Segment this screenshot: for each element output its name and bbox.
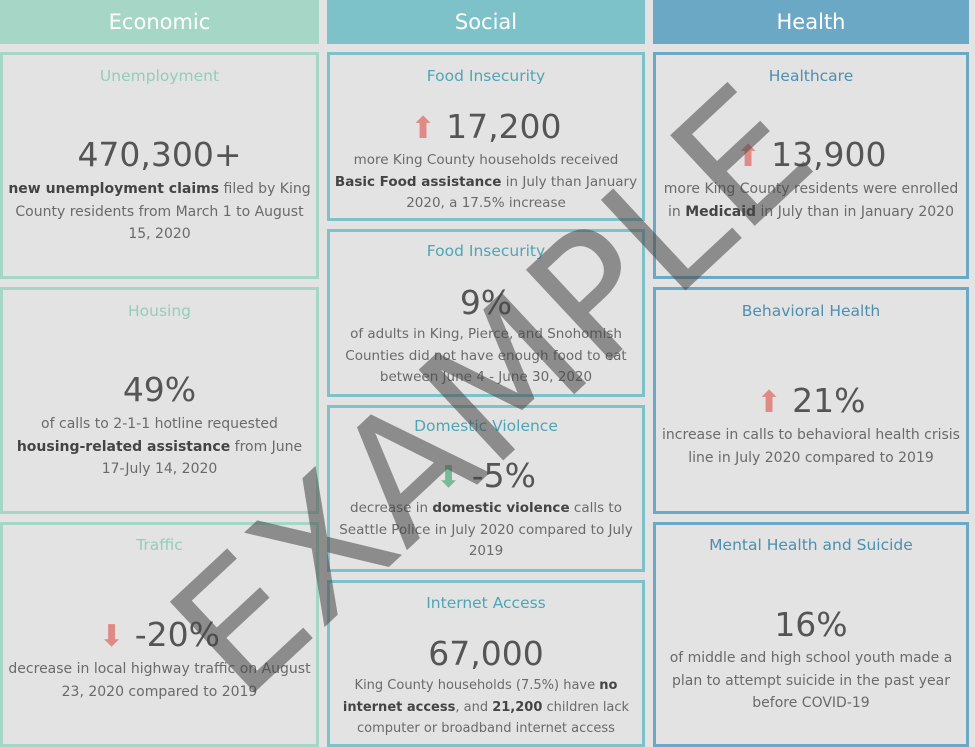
card-behavioral-health: Behavioral Health ⬆ 21% increase in call…: [653, 287, 969, 514]
card-value: 9%: [459, 283, 513, 322]
desc-emphasis: no internet access: [342, 678, 618, 715]
down-arrow-icon: ⬇: [99, 619, 125, 654]
card-value: 21%: [792, 381, 866, 420]
card-title: Food Insecurity: [426, 67, 546, 85]
card-title: Mental Health and Suicide: [709, 536, 913, 554]
card-value: 16%: [774, 605, 848, 644]
desc-text: children lack computer or broadband inte…: [357, 699, 630, 737]
card-traffic: Traffic ⬇ -20% decrease in local highway…: [0, 522, 319, 747]
card-value: 67,000: [428, 634, 544, 673]
card-food-insecurity-1: Food Insecurity ⬆ 17,200 more King Count…: [327, 52, 645, 221]
card-domestic-violence: Domestic Violence ⬇ -5% decrease in dome…: [327, 405, 645, 572]
desc-emphasis: new unemployment claims: [8, 181, 220, 197]
card-title: Behavioral Health: [741, 302, 881, 320]
card-title: Internet Access: [426, 594, 546, 612]
desc-emphasis: housing-related assistance: [16, 438, 231, 455]
desc-text: filed by King County residents from Marc…: [15, 181, 311, 242]
card-mental-health: Mental Health and Suicide 16% of middle …: [653, 522, 969, 747]
card-description: increase in calls to behavioral health c…: [662, 427, 960, 466]
card-title: Housing: [127, 302, 191, 320]
desc-text: decrease in: [350, 500, 433, 516]
card-food-insecurity-2: Food Insecurity 9% of adults in King, Pi…: [327, 229, 645, 397]
card-description: of calls to 2-1-1 hotline requested hous…: [7, 413, 312, 481]
desc-text: calls to Seattle Police in July 2020 com…: [339, 500, 633, 559]
card-internet-access: Internet Access 67,000 King County house…: [327, 580, 645, 747]
card-value: -5%: [471, 456, 536, 495]
card-description: more King County residents were enrolled…: [660, 178, 962, 223]
card-description: of middle and high school youth made a p…: [669, 650, 953, 711]
card-unemployment: Unemployment 470,300+ new unemployment c…: [0, 52, 319, 279]
card-value: 13,900: [771, 135, 887, 174]
desc-text: of calls to 2-1-1 hotline requested: [41, 416, 278, 432]
header-social: Social: [327, 0, 645, 44]
card-description: more King County households received Bas…: [334, 150, 638, 215]
desc-text: in July than January 2020, a 17.5% incre…: [406, 173, 638, 212]
header-economic: Economic: [0, 0, 319, 44]
desc-emphasis: domestic violence: [432, 500, 570, 516]
card-title: Healthcare: [768, 67, 854, 85]
card-value-row: ⬆ 21%: [656, 381, 966, 423]
card-value-row: ⬇ -5%: [330, 456, 642, 498]
desc-text: from June 17-July 14, 2020: [101, 438, 303, 478]
card-description: decrease in domestic violence calls to S…: [334, 498, 638, 563]
up-arrow-icon: ⬆: [410, 111, 436, 146]
desc-text: more King County households received: [353, 152, 619, 168]
desc-text: King County households (7.5%) have: [354, 678, 600, 693]
card-housing: Housing 49% of calls to 2-1-1 hotline re…: [0, 287, 319, 514]
card-title: Unemployment: [99, 67, 220, 85]
down-arrow-icon: ⬇: [436, 460, 462, 495]
card-description: King County households (7.5%) have no in…: [334, 675, 638, 740]
desc-text: , and: [455, 699, 493, 715]
card-value: 49%: [122, 370, 197, 409]
desc-text: more King County residents were enrolled…: [663, 181, 959, 220]
desc-emphasis: Basic Food assistance: [334, 173, 502, 190]
card-title: Domestic Violence: [414, 417, 558, 435]
card-title: Traffic: [136, 536, 183, 554]
card-healthcare: Healthcare ⬆ 13,900 more King County res…: [653, 52, 969, 279]
header-health: Health: [653, 0, 969, 44]
card-value: 470,300+: [77, 135, 242, 174]
card-description: new unemployment claims filed by King Co…: [7, 178, 312, 246]
card-value: 17,200: [446, 107, 562, 146]
card-description: decrease in local highway traffic on Aug…: [8, 661, 311, 700]
card-description: of adults in King, Pierce, and Snohomish…: [345, 326, 627, 385]
card-value-row: ⬆ 13,900: [656, 135, 966, 177]
desc-emphasis: 21,200: [492, 699, 543, 715]
up-arrow-icon: ⬆: [756, 385, 782, 420]
desc-text: in July than in January 2020: [756, 203, 954, 220]
card-value-row: ⬇ -20%: [3, 615, 316, 657]
card-title: Food Insecurity: [426, 242, 546, 260]
card-value-row: ⬆ 17,200: [330, 107, 642, 149]
card-value: -20%: [134, 615, 220, 654]
up-arrow-icon: ⬆: [735, 139, 761, 174]
desc-emphasis: Medicaid: [685, 203, 757, 220]
